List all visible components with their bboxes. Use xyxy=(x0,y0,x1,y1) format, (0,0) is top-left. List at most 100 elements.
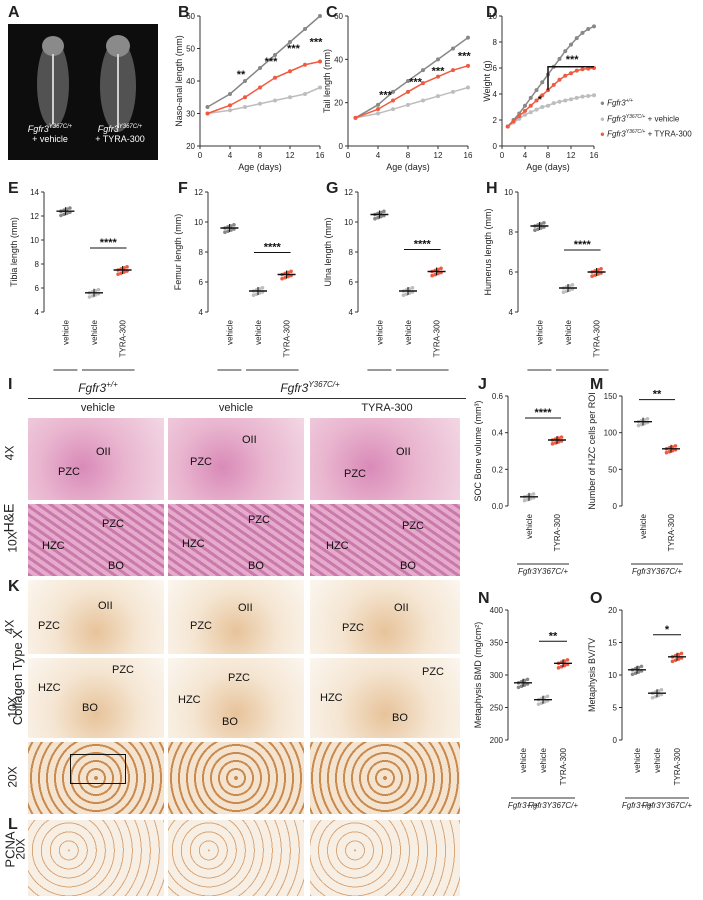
x-tick-label: vehicle xyxy=(653,747,662,772)
data-point xyxy=(223,230,227,234)
data-point xyxy=(232,223,236,227)
he-4x-wt: OII PZC xyxy=(28,418,164,500)
label-oii: OII xyxy=(396,446,411,458)
y-tick-label: 15 xyxy=(608,639,617,648)
data-point xyxy=(679,651,684,656)
data-point xyxy=(90,294,95,298)
y-tick-label: 60 xyxy=(334,12,343,21)
panel-letter-b: B xyxy=(178,4,190,21)
col-vehicle-wt: vehicle xyxy=(80,402,116,414)
label-hzc: HZC xyxy=(320,692,343,704)
series-point-0 xyxy=(569,42,573,47)
panel-letter-h: H xyxy=(486,180,498,197)
series-point-0 xyxy=(273,53,277,57)
y-axis-label: Weight (g) xyxy=(482,60,492,101)
x-tick-label: vehicle xyxy=(535,319,544,344)
y-tick-label: 10 xyxy=(344,218,353,227)
x-tick-label: vehicle xyxy=(639,513,648,538)
y-tick-label: 20 xyxy=(334,99,343,108)
y-tick-label: 0 xyxy=(493,142,498,151)
label-hzc: HZC xyxy=(326,540,349,552)
series-point-2 xyxy=(406,89,410,94)
y-tick-label: 250 xyxy=(490,704,504,713)
data-point xyxy=(562,663,567,668)
col-10x-tyra: PZC HZC BO xyxy=(310,658,460,738)
significance-marker: *** xyxy=(310,36,324,48)
genotype-mut-header: Fgfr3Y367C/+ xyxy=(280,380,340,395)
series-point-0 xyxy=(376,102,380,107)
col-4x-tyra: OII PZC xyxy=(310,580,460,654)
series-line-1 xyxy=(355,86,469,119)
data-point xyxy=(404,292,409,296)
y-tick-label: 20 xyxy=(608,606,617,615)
chart-c-tail-length: 0 20 40 60 0 4 8 12 16 Age (days) Tail length (mm)… xyxy=(322,12,473,172)
y-tick-label: 150 xyxy=(604,392,618,401)
data-point xyxy=(653,694,658,699)
y-tick-label: 8 xyxy=(493,38,498,47)
series-point-2 xyxy=(517,114,522,119)
series-point-1 xyxy=(557,99,562,104)
series-point-2 xyxy=(540,93,545,98)
panel-letter-l: L xyxy=(8,816,18,833)
series-point-0 xyxy=(563,49,568,54)
label-pzc: PZC xyxy=(402,520,424,532)
data-point xyxy=(673,444,678,448)
col-20x-vehicle xyxy=(168,742,304,814)
series-point-1 xyxy=(592,93,596,98)
data-point xyxy=(570,283,575,287)
series-point-1 xyxy=(580,94,585,99)
panel-letter-a: A xyxy=(8,4,20,21)
y-tick-label: 2 xyxy=(493,116,498,125)
x-tick-label: 0 xyxy=(198,151,203,160)
legend-d: ● Fgfr3+/+ ● Fgfr3Y367C/+ + vehicle ● Fg… xyxy=(600,98,703,139)
series-point-1 xyxy=(376,111,380,116)
data-point xyxy=(229,228,233,232)
series-point-0 xyxy=(534,88,539,93)
data-point xyxy=(254,292,259,296)
x-tick-label: 4 xyxy=(376,151,381,160)
y-tick-label: 4 xyxy=(199,308,204,317)
series-line-1 xyxy=(507,94,595,128)
data-point xyxy=(122,266,126,270)
data-point xyxy=(382,209,386,214)
series-point-0 xyxy=(592,24,596,29)
x-tick-label: 16 xyxy=(464,151,473,160)
y-axis-label: Metaphysis BMD (mg/cm²) xyxy=(473,622,483,729)
chart-n-bmd: 200 250 300 350 400 Metaphysis BMD (mg/cm²) ve… xyxy=(473,606,578,810)
y-tick-label: 30 xyxy=(186,110,195,119)
label-bo: BO xyxy=(222,716,238,728)
xray-label-tyra: Fgfr3Y367C/+ + TYRA-300 xyxy=(95,124,145,144)
significance-marker: *** xyxy=(287,43,301,55)
data-point xyxy=(87,295,92,299)
data-point xyxy=(93,293,98,297)
data-point xyxy=(522,498,527,503)
data-point xyxy=(561,290,566,294)
x-tick-label: 8 xyxy=(546,151,551,160)
x-tick-label: TYRA-300 xyxy=(119,319,128,357)
data-point xyxy=(289,269,293,274)
data-point xyxy=(528,496,533,501)
series-point-1 xyxy=(243,105,247,109)
series-point-2 xyxy=(569,71,573,76)
x-tick-label: vehicle xyxy=(525,513,534,538)
label-bo: BO xyxy=(82,702,98,714)
y-tick-label: 40 xyxy=(186,77,195,86)
label-bo: BO xyxy=(248,560,264,572)
data-point xyxy=(559,664,564,669)
data-point xyxy=(373,216,377,221)
data-point xyxy=(229,224,233,228)
data-point xyxy=(676,652,681,657)
series-point-2 xyxy=(391,98,395,103)
label-pzc: PZC xyxy=(190,456,212,468)
x-tick-label: vehicle xyxy=(564,319,573,344)
col-vehicle-mut: vehicle xyxy=(218,402,254,414)
data-point xyxy=(283,275,287,280)
col-4x-vehicle: OII PZC xyxy=(168,580,304,654)
series-point-2 xyxy=(557,77,562,82)
panel-letter-f: F xyxy=(178,180,188,197)
x-tick-label: vehicle xyxy=(254,319,263,344)
data-point xyxy=(659,687,664,692)
series-point-1 xyxy=(466,85,470,90)
significance-marker: *** xyxy=(458,50,472,62)
data-point xyxy=(656,689,661,693)
